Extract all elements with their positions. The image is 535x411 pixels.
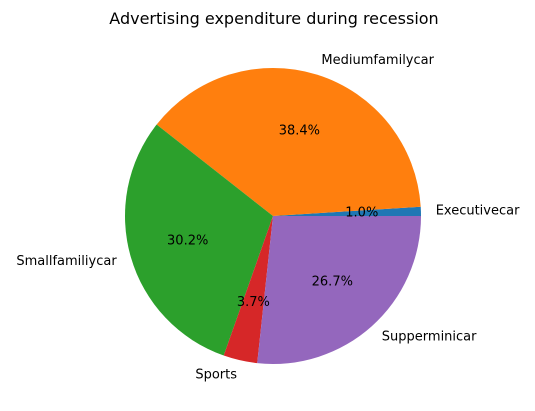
slice-percent-mediumfamilycar: 38.4% xyxy=(279,124,320,139)
slice-label-sports: Sports xyxy=(195,367,237,382)
slice-percent-executivecar: 1.0% xyxy=(345,206,378,221)
slice-label-executivecar: Executivecar xyxy=(436,203,520,218)
pie-slice-executivecar xyxy=(273,206,421,216)
slice-percent-sports: 3.7% xyxy=(237,295,270,310)
slice-label-supperminicar: Supperminicar xyxy=(382,330,477,345)
slice-percent-supperminicar: 26.7% xyxy=(312,275,353,290)
pie-slice-smallfamiliycar xyxy=(125,124,273,356)
slice-label-smallfamiliycar: Smallfamiliycar xyxy=(16,254,117,269)
pie-slice-sports xyxy=(223,216,273,364)
chart-title: Advertising expenditure during recession xyxy=(109,9,438,28)
pie-slices xyxy=(125,68,421,365)
pie-labels: Executivecar 1.0% Mediumfamilycar 38.4% Smal… xyxy=(16,53,520,382)
pie-slice-mediumfamilycar xyxy=(156,68,421,216)
slice-label-mediumfamilycar: Mediumfamilycar xyxy=(321,53,434,68)
pie-slice-supperminicar xyxy=(257,216,421,365)
slice-percent-smallfamiliycar: 30.2% xyxy=(167,233,208,248)
